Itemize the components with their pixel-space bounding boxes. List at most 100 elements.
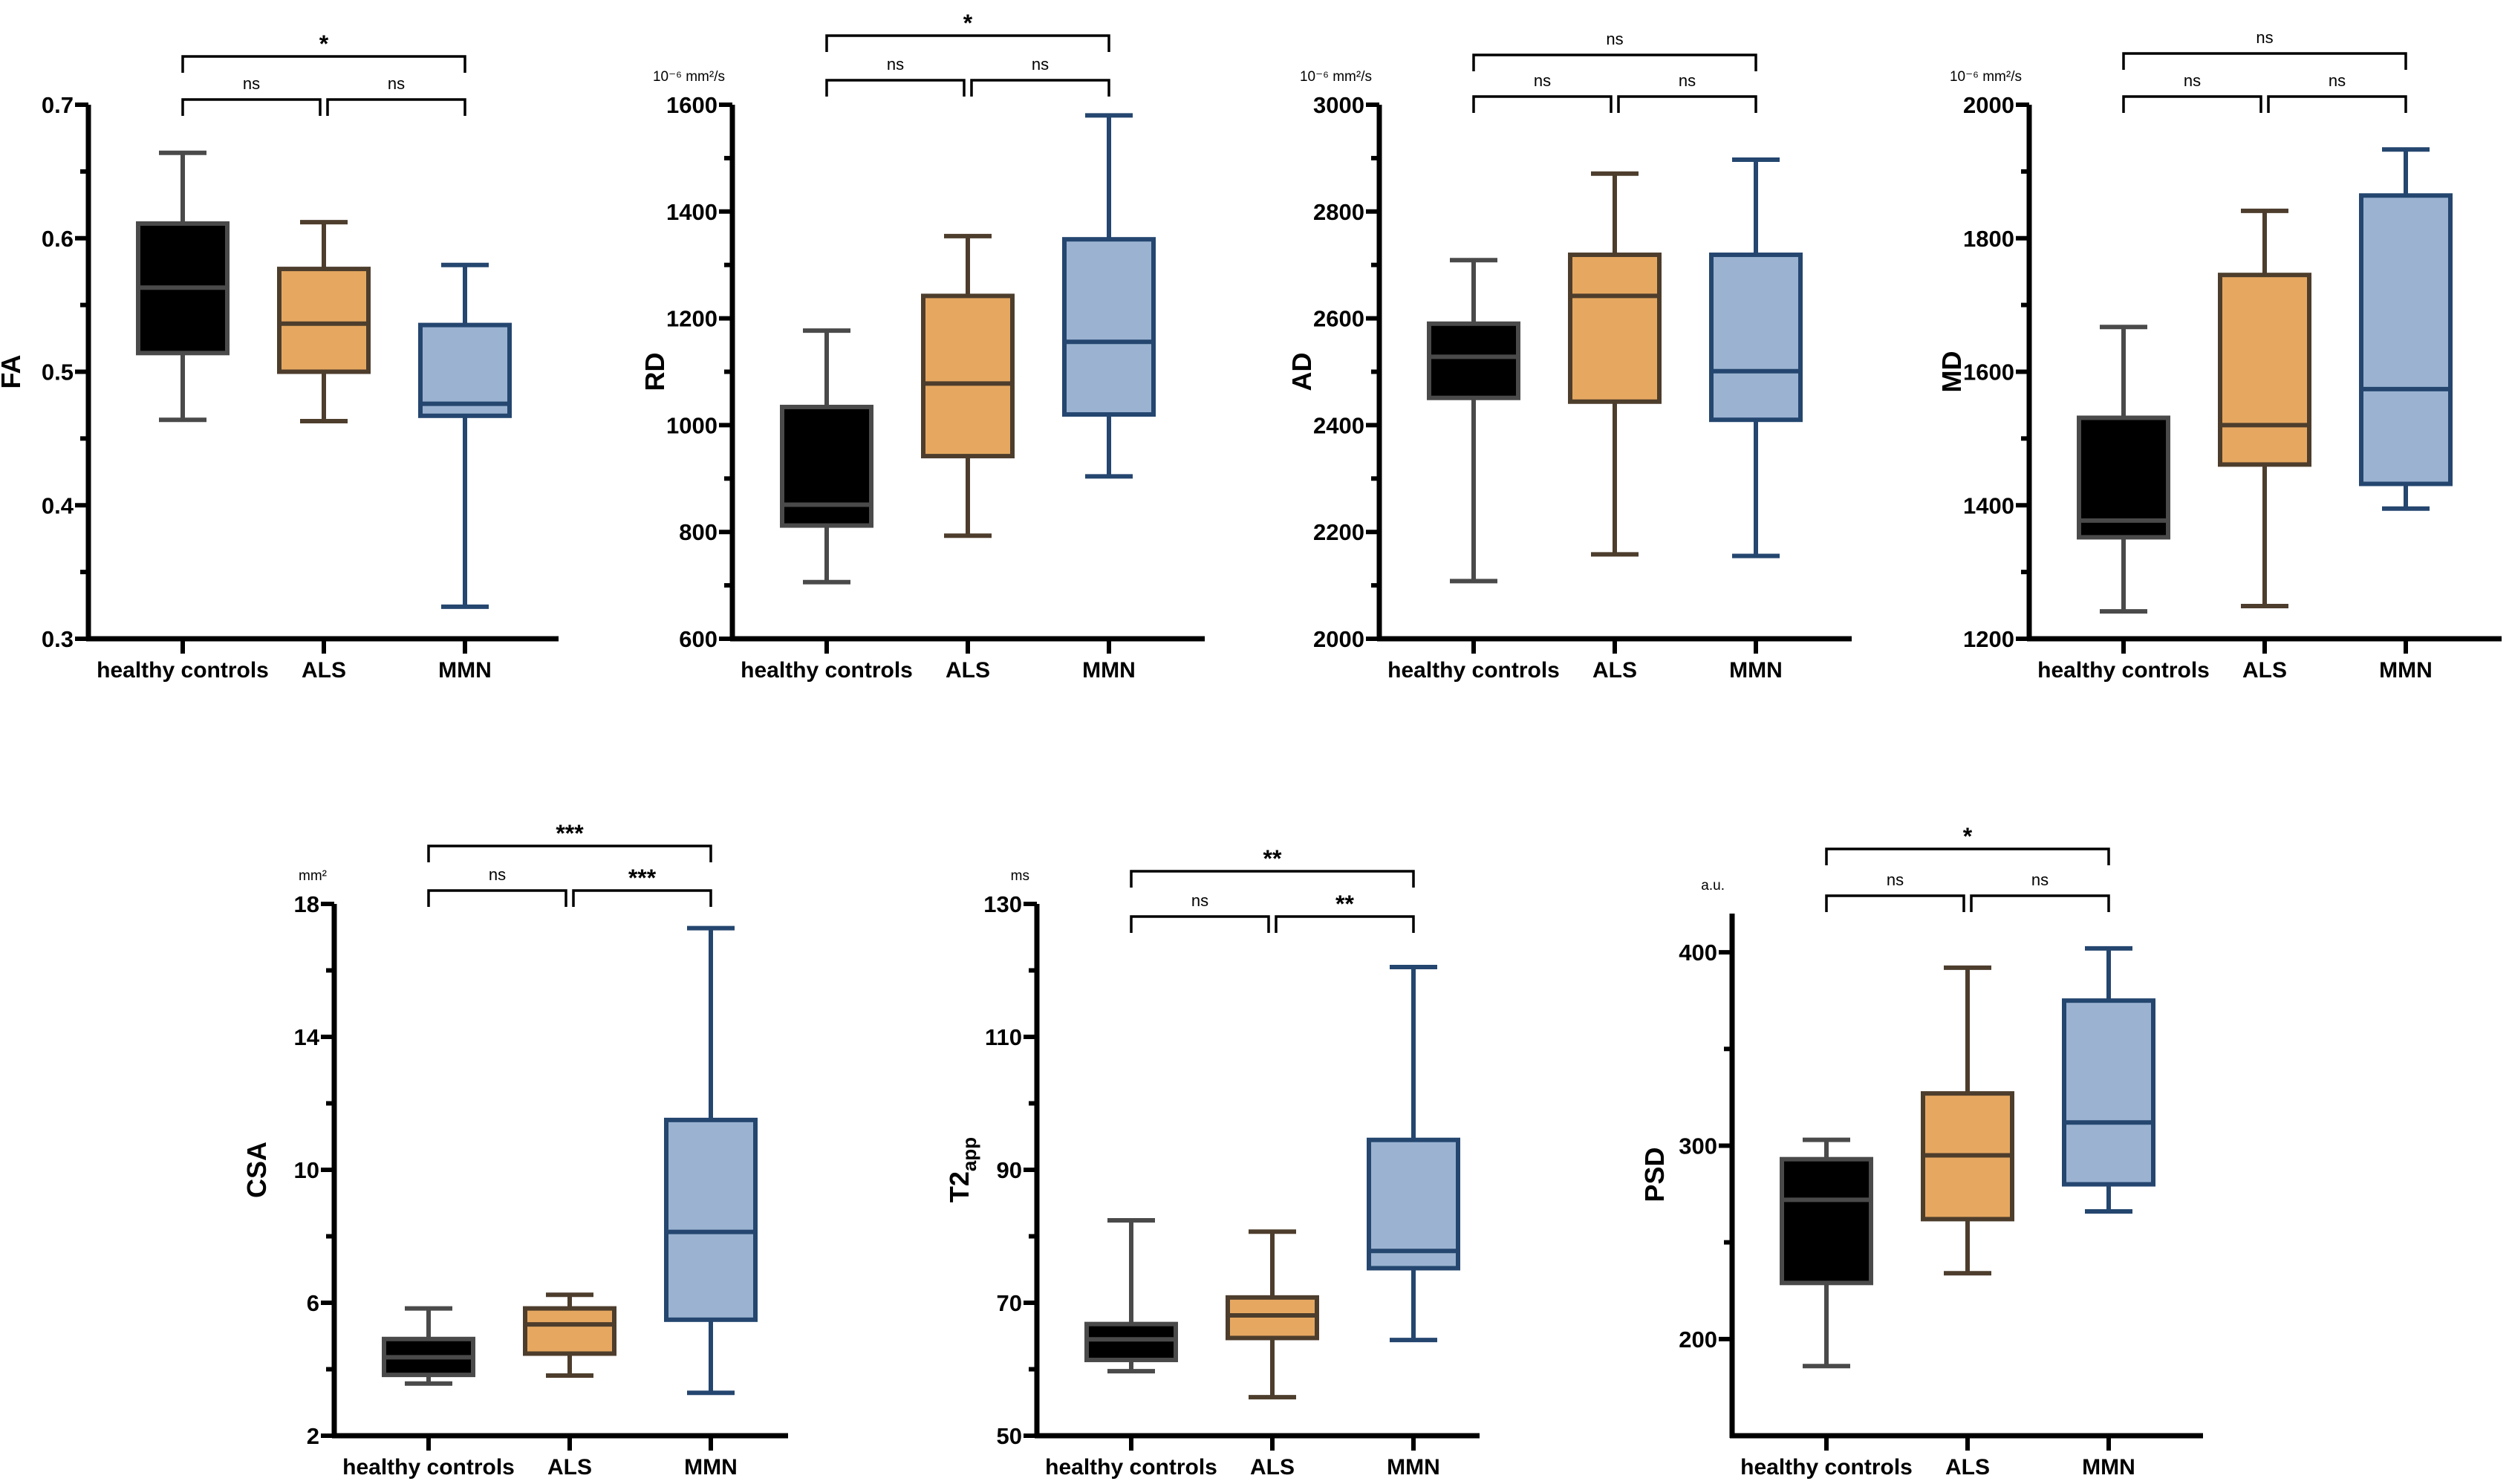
y-axis-label: T2app bbox=[944, 1137, 980, 1203]
box-als bbox=[921, 233, 1015, 538]
iqr-box bbox=[1062, 237, 1156, 417]
iqr-box bbox=[2062, 998, 2155, 1187]
significance-label: ns bbox=[2031, 870, 2049, 889]
y-tick-label: 110 bbox=[985, 1024, 1022, 1050]
y-axis-unit: ms bbox=[1011, 868, 1029, 884]
iqr-box bbox=[780, 404, 873, 528]
box-als bbox=[2218, 208, 2311, 608]
significance-bracket bbox=[427, 844, 712, 862]
x-tick-label: MMN bbox=[684, 1455, 738, 1480]
y-axis-unit: a.u. bbox=[1701, 878, 1725, 894]
significance-label: ns bbox=[1191, 891, 1208, 910]
y-tick-label: 6 bbox=[307, 1290, 319, 1316]
y-tick-label: 1400 bbox=[666, 199, 718, 225]
y-axis-label: RD bbox=[640, 353, 670, 391]
y-axis-label-main: FA bbox=[0, 354, 26, 388]
y-tick-label: 0.6 bbox=[42, 226, 74, 252]
y-tick-label: 2000 bbox=[1313, 626, 1364, 652]
y-axis-unit: 10⁻⁶ mm²/s bbox=[653, 69, 725, 85]
y-axis-label-main: MD bbox=[1936, 351, 1967, 393]
y-axis-label-main: RD bbox=[640, 353, 670, 391]
box-mmn bbox=[1367, 965, 1460, 1343]
y-axis-label-main: AD bbox=[1286, 353, 1317, 391]
y-axis-label-main: CSA bbox=[241, 1142, 272, 1198]
y-tick-label: 600 bbox=[679, 626, 718, 652]
significance-label: ns bbox=[1534, 71, 1551, 90]
significance-label: ns bbox=[243, 74, 260, 93]
x-tick-label: ALS bbox=[1250, 1455, 1295, 1480]
x-tick-label: MMN bbox=[438, 658, 492, 683]
significance-bracket bbox=[2122, 52, 2407, 70]
x-tick-label: MMN bbox=[2082, 1455, 2135, 1480]
iqr-box bbox=[1709, 253, 1803, 423]
y-tick-label: 1600 bbox=[666, 92, 718, 118]
y-tick-label: 2000 bbox=[1963, 92, 2014, 118]
y-tick-label: 2600 bbox=[1313, 306, 1364, 332]
y-tick-label: 0.7 bbox=[42, 92, 74, 118]
significance-bracket bbox=[1472, 53, 1757, 71]
box-als bbox=[1568, 171, 1662, 557]
x-tick-label: healthy controls bbox=[1387, 658, 1560, 683]
significance-label: ns bbox=[2184, 71, 2201, 90]
significance-label: ns bbox=[388, 74, 405, 93]
x-tick-label: ALS bbox=[547, 1455, 592, 1480]
significance-label: ** bbox=[1335, 891, 1354, 917]
significance-bracket bbox=[181, 98, 322, 116]
x-tick-label: healthy controls bbox=[741, 658, 913, 683]
iqr-box bbox=[2218, 273, 2311, 467]
significance-bracket bbox=[326, 98, 466, 116]
y-tick-label: 2400 bbox=[1313, 412, 1364, 438]
y-axis-label: MD bbox=[1936, 351, 1967, 393]
significance-label: *** bbox=[628, 865, 657, 891]
significance-bracket bbox=[572, 889, 712, 907]
significance-bracket bbox=[1825, 894, 1965, 912]
iqr-box bbox=[418, 322, 512, 418]
x-tick-label: ALS bbox=[946, 658, 990, 683]
x-tick-label: ALS bbox=[1592, 658, 1637, 683]
box-healthy-controls bbox=[1427, 258, 1520, 584]
significance-label: ns bbox=[887, 55, 904, 74]
box-mmn bbox=[664, 925, 758, 1396]
y-tick-label: 1800 bbox=[1963, 226, 2014, 252]
significance-label: * bbox=[963, 10, 973, 36]
significance-bracket bbox=[181, 55, 466, 73]
y-tick-label: 14 bbox=[294, 1024, 320, 1050]
y-tick-label: 1200 bbox=[1963, 626, 2014, 652]
significance-bracket bbox=[1275, 915, 1415, 933]
y-axis-label-main: PSD bbox=[1639, 1147, 1670, 1202]
significance-bracket bbox=[1825, 847, 2110, 865]
significance-label: ns bbox=[1679, 71, 1696, 90]
x-tick-label: healthy controls bbox=[342, 1455, 515, 1480]
y-tick-label: 800 bbox=[679, 519, 718, 545]
y-tick-label: 130 bbox=[983, 891, 1022, 917]
y-axis-label: FA bbox=[0, 354, 26, 388]
iqr-box bbox=[1568, 253, 1662, 404]
y-axis-unit: 10⁻⁶ mm²/s bbox=[1950, 69, 2022, 85]
significance-bracket bbox=[2267, 95, 2407, 113]
box-healthy-controls bbox=[382, 1306, 475, 1386]
y-tick-label: 1600 bbox=[1963, 359, 2014, 385]
y-tick-label: 2800 bbox=[1313, 199, 1364, 225]
significance-label: *** bbox=[556, 820, 584, 847]
box-mmn bbox=[1709, 157, 1803, 559]
x-tick-label: ALS bbox=[1945, 1455, 1990, 1480]
y-tick-label: 18 bbox=[294, 891, 319, 917]
y-axis-unit: mm² bbox=[299, 868, 327, 884]
y-tick-label: 0.5 bbox=[42, 359, 74, 385]
box-mmn bbox=[1062, 113, 1156, 479]
significance-bracket bbox=[970, 79, 1110, 97]
significance-label: ** bbox=[1263, 845, 1282, 872]
y-axis-label-subscript: app bbox=[958, 1137, 980, 1171]
y-axis-label-main: T2 bbox=[944, 1171, 974, 1203]
x-tick-label: healthy controls bbox=[1740, 1455, 1913, 1480]
x-tick-label: healthy controls bbox=[2037, 658, 2210, 683]
iqr-box bbox=[664, 1117, 758, 1322]
iqr-box bbox=[1780, 1156, 1873, 1286]
chart-panel-psd: 200 300 400 PSD a.u. healthy controls ALS MMN ns… bbox=[1639, 823, 2203, 1480]
y-axis-label: CSA bbox=[241, 1142, 272, 1198]
y-axis-label: PSD bbox=[1639, 1147, 1670, 1202]
x-tick-label: MMN bbox=[1082, 658, 1136, 683]
x-tick-label: MMN bbox=[1729, 658, 1783, 683]
box-mmn bbox=[2359, 147, 2453, 511]
